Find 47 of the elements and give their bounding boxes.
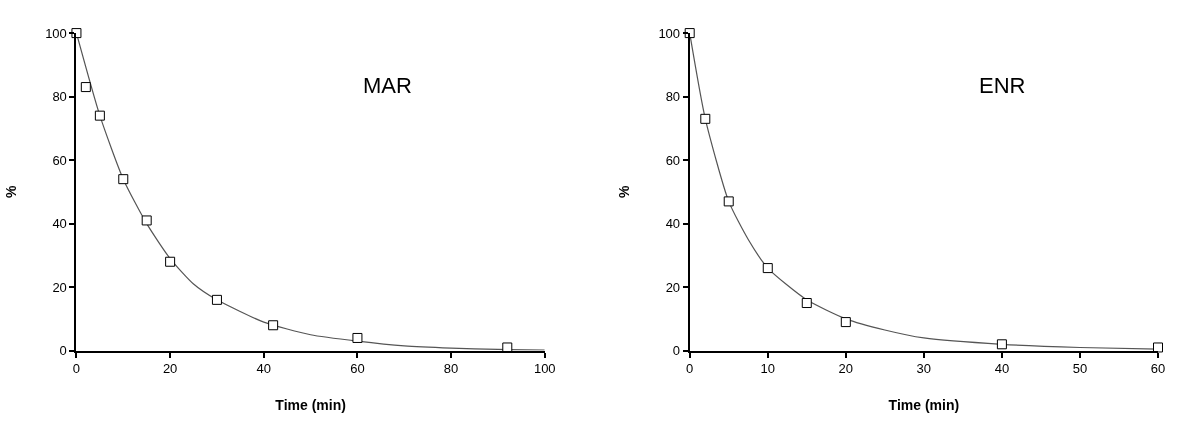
y-tick-label: 80 (665, 89, 681, 105)
y-tick-label: 0 (59, 343, 67, 359)
point (801, 298, 812, 309)
y-tick-label: 40 (665, 216, 681, 232)
x-tick-label: 40 (994, 361, 1010, 377)
x-tick-label: 10 (760, 361, 775, 377)
text: MAR (363, 73, 412, 98)
x-tick-label: 50 (1072, 361, 1088, 377)
y-tick-label: 0 (672, 343, 681, 359)
text: ENR (979, 73, 1026, 98)
point (352, 332, 363, 343)
point (141, 215, 152, 226)
y-tick-label: 60 (52, 152, 67, 168)
point (211, 294, 222, 305)
point (762, 263, 773, 274)
point (165, 256, 176, 267)
y-tick-label: 80 (52, 89, 67, 105)
y-axis-title: % (3, 185, 20, 199)
point (268, 320, 279, 331)
x-axis-title: Time (min) (275, 397, 346, 414)
point (80, 82, 91, 93)
y-tick-label: 20 (665, 279, 681, 295)
point (94, 110, 105, 121)
point (723, 196, 734, 207)
y-tick-label: 100 (45, 25, 67, 41)
y-axis-title: % (616, 185, 633, 199)
x-tick-label: 20 (838, 361, 854, 377)
point (700, 113, 711, 124)
x-tick-label: 100 (533, 361, 556, 377)
point (118, 174, 129, 185)
y-tick-label: 40 (52, 216, 67, 232)
x-tick-label: 80 (443, 361, 459, 377)
x-tick-label: 60 (1150, 361, 1166, 377)
point (840, 317, 851, 328)
point (1153, 342, 1163, 353)
x-tick-label: 0 (72, 361, 81, 377)
point (996, 339, 1007, 350)
y-tick-label: 20 (52, 279, 67, 295)
x-axis-title: Time (min) (888, 397, 960, 414)
x-tick-label: 20 (162, 361, 178, 377)
x-tick-label: 60 (350, 361, 365, 377)
x-tick-label: 30 (916, 361, 932, 377)
y-tick-label: 100 (658, 25, 681, 41)
x-tick-label: 0 (686, 361, 694, 377)
x-tick-label: 40 (256, 361, 271, 377)
point (71, 28, 82, 39)
y-tick-label: 60 (665, 152, 681, 168)
